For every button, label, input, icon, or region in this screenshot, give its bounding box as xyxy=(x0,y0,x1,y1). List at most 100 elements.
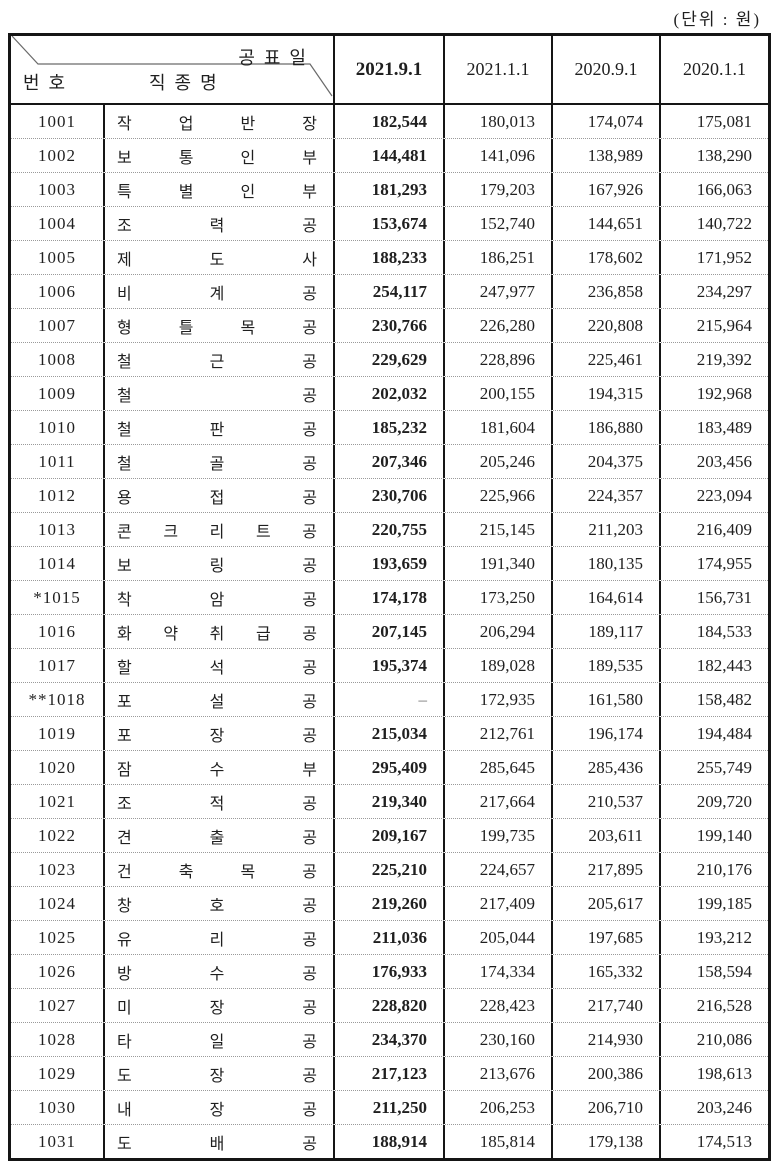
table-row: 1005 제 도 사 188,233 186,251 178,602 171,952 xyxy=(11,240,768,274)
wage-cell-2021-9-1: 188,233 xyxy=(333,241,443,274)
wage-cell-2020-9-1: 197,685 xyxy=(551,921,659,954)
wage-cell-2021-9-1: 153,674 xyxy=(333,207,443,240)
wage-cell-2020-1-1: 198,613 xyxy=(659,1057,768,1090)
wage-cell-2021-1-1: 172,935 xyxy=(443,683,551,716)
table-row: 1004 조 력 공 153,674 152,740 144,651 140,722 xyxy=(11,206,768,240)
job-name-char: 창 xyxy=(117,897,132,915)
wage-cell-2020-1-1: 182,443 xyxy=(659,649,768,682)
wage-cell-2020-1-1: 183,489 xyxy=(659,411,768,444)
table-row: 1007 형 틀 목 공 230,766 226,280 220,808 215,96… xyxy=(11,308,768,342)
wage-cell-2021-9-1: 144,481 xyxy=(333,139,443,172)
job-name-char: 비 xyxy=(117,285,132,303)
job-name-char: 유 xyxy=(117,931,132,949)
job-name-char: 목 xyxy=(240,319,256,337)
job-name-char: 부 xyxy=(302,183,317,201)
job-name-char: 력 xyxy=(209,217,225,235)
row-number-cell: 1002 xyxy=(38,145,76,165)
job-name-char: 착 xyxy=(117,591,132,609)
wage-cell-2020-9-1: 205,617 xyxy=(551,887,659,920)
table-row: 1006 비 계 공 254,117 247,977 236,858 234,297 xyxy=(11,274,768,308)
job-name-char: 약 xyxy=(163,625,179,643)
job-name-char: 일 xyxy=(209,1033,225,1051)
job-name-char: 공 xyxy=(302,319,317,337)
wage-cell-2020-9-1: 211,203 xyxy=(551,513,659,546)
table-row: 1012 용 접 공 230,706 225,966 224,357 223,094 xyxy=(11,478,768,512)
header-label-number: 번호 xyxy=(23,73,75,93)
wage-cell-2021-9-1: 174,178 xyxy=(333,581,443,614)
wage-cell-2020-9-1: 285,436 xyxy=(551,751,659,784)
wage-cell-2021-1-1: 206,253 xyxy=(443,1091,551,1124)
wage-cell-2020-9-1: 204,375 xyxy=(551,445,659,478)
wage-cell-2021-9-1: 219,260 xyxy=(333,887,443,920)
wage-cell-2020-9-1: 225,461 xyxy=(551,343,659,376)
header-date-2020-9-1: 2020.9.1 xyxy=(551,36,659,103)
wage-cell-2020-1-1: 255,749 xyxy=(659,751,768,784)
wage-cell-2021-1-1: 191,340 xyxy=(443,547,551,580)
job-name-char: 수 xyxy=(209,965,225,983)
wage-cell-2020-9-1: 161,580 xyxy=(551,683,659,716)
header-label-job-name: 직종명 xyxy=(149,73,226,93)
job-name-char: 공 xyxy=(302,965,317,983)
wage-cell-2021-9-1: 193,659 xyxy=(333,547,443,580)
wage-cell-2021-9-1: 228,820 xyxy=(333,989,443,1022)
wage-cell-2020-9-1: 174,074 xyxy=(551,105,659,138)
job-name-char: 도 xyxy=(117,1067,132,1085)
job-name-char: 포 xyxy=(117,693,132,711)
job-name-char: 인 xyxy=(240,183,256,201)
job-name-char: 건 xyxy=(117,863,132,881)
wage-cell-2021-9-1: 181,293 xyxy=(333,173,443,206)
wage-cell-2020-9-1: 186,880 xyxy=(551,411,659,444)
wage-cell-2020-9-1: 180,135 xyxy=(551,547,659,580)
wage-cell-2020-1-1: 158,594 xyxy=(659,955,768,988)
job-name-char: 공 xyxy=(302,1033,317,1051)
diagonal-divider-line xyxy=(11,36,333,97)
wage-cell-2021-9-1: 219,340 xyxy=(333,785,443,818)
job-name-char: 공 xyxy=(302,829,317,847)
job-name-char: 타 xyxy=(117,1033,132,1051)
table-row: 1029 도 장 공 217,123 213,676 200,386 198,613 xyxy=(11,1056,768,1090)
wage-cell-2020-1-1: 203,456 xyxy=(659,445,768,478)
row-number-cell: 1003 xyxy=(38,179,76,199)
wage-cell-2021-1-1: 228,896 xyxy=(443,343,551,376)
job-name-char: 공 xyxy=(302,557,317,575)
row-number-cell: 1009 xyxy=(38,383,76,403)
row-number-cell: 1023 xyxy=(38,859,76,879)
wage-cell-2021-9-1: 254,117 xyxy=(333,275,443,308)
wage-cell-2021-9-1: 209,167 xyxy=(333,819,443,852)
wage-cell-2021-9-1: 207,145 xyxy=(333,615,443,648)
wage-cell-2020-1-1: 192,968 xyxy=(659,377,768,410)
wage-cell-2021-9-1: 215,034 xyxy=(333,717,443,750)
wage-cell-2021-9-1: 202,032 xyxy=(333,377,443,410)
wage-cell-2020-1-1: 140,722 xyxy=(659,207,768,240)
wage-cell-2020-9-1: 189,117 xyxy=(551,615,659,648)
wage-cell-2020-1-1: 194,484 xyxy=(659,717,768,750)
wage-cell-2021-9-1: 229,629 xyxy=(333,343,443,376)
wage-cell-2021-1-1: 225,966 xyxy=(443,479,551,512)
wage-cell-2020-1-1: 210,176 xyxy=(659,853,768,886)
job-name-char: 공 xyxy=(302,285,317,303)
job-name-char: 골 xyxy=(209,455,225,473)
header-date-2020-1-1: 2020.1.1 xyxy=(659,36,768,103)
job-name-char: 공 xyxy=(302,217,317,235)
wage-cell-2020-9-1: 167,926 xyxy=(551,173,659,206)
table-row: 1028 타 일 공 234,370 230,160 214,930 210,086 xyxy=(11,1022,768,1056)
wage-cell-2021-9-1: 207,346 xyxy=(333,445,443,478)
wage-cell-2020-1-1: 210,086 xyxy=(659,1023,768,1056)
row-number-cell: 1008 xyxy=(38,349,76,369)
wage-cell-2020-9-1: 144,651 xyxy=(551,207,659,240)
wage-cell-2021-1-1: 180,013 xyxy=(443,105,551,138)
